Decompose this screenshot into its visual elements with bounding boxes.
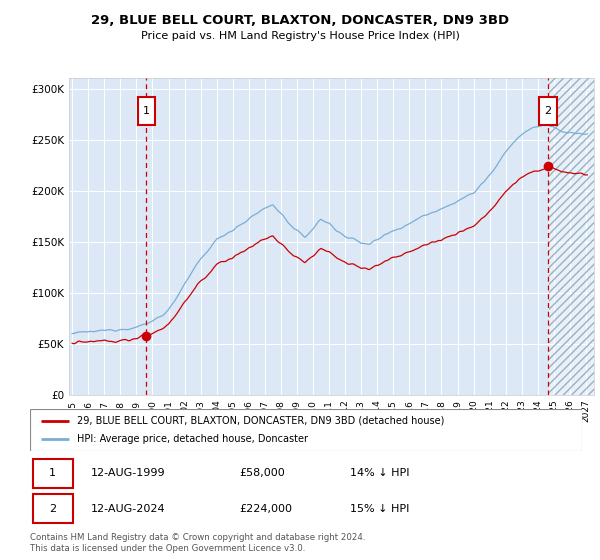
FancyBboxPatch shape [137, 97, 155, 125]
Text: Contains HM Land Registry data © Crown copyright and database right 2024.
This d: Contains HM Land Registry data © Crown c… [30, 533, 365, 553]
Text: Price paid vs. HM Land Registry's House Price Index (HPI): Price paid vs. HM Land Registry's House … [140, 31, 460, 41]
FancyBboxPatch shape [33, 494, 73, 523]
Text: 15% ↓ HPI: 15% ↓ HPI [350, 504, 410, 514]
Text: 29, BLUE BELL COURT, BLAXTON, DONCASTER, DN9 3BD: 29, BLUE BELL COURT, BLAXTON, DONCASTER,… [91, 14, 509, 27]
Text: £58,000: £58,000 [240, 468, 286, 478]
Bar [549, 78, 594, 395]
FancyBboxPatch shape [30, 409, 582, 451]
Bar [549, 78, 594, 395]
Text: 12-AUG-1999: 12-AUG-1999 [91, 468, 166, 478]
FancyBboxPatch shape [33, 459, 73, 488]
Text: 1: 1 [143, 106, 150, 116]
Text: 2: 2 [49, 504, 56, 514]
Text: 29, BLUE BELL COURT, BLAXTON, DONCASTER, DN9 3BD (detached house): 29, BLUE BELL COURT, BLAXTON, DONCASTER,… [77, 416, 444, 426]
Text: 2: 2 [544, 106, 551, 116]
Text: 14% ↓ HPI: 14% ↓ HPI [350, 468, 410, 478]
Text: £224,000: £224,000 [240, 504, 293, 514]
Text: 12-AUG-2024: 12-AUG-2024 [91, 504, 166, 514]
FancyBboxPatch shape [539, 97, 557, 125]
Text: HPI: Average price, detached house, Doncaster: HPI: Average price, detached house, Donc… [77, 434, 308, 444]
Text: 1: 1 [49, 468, 56, 478]
